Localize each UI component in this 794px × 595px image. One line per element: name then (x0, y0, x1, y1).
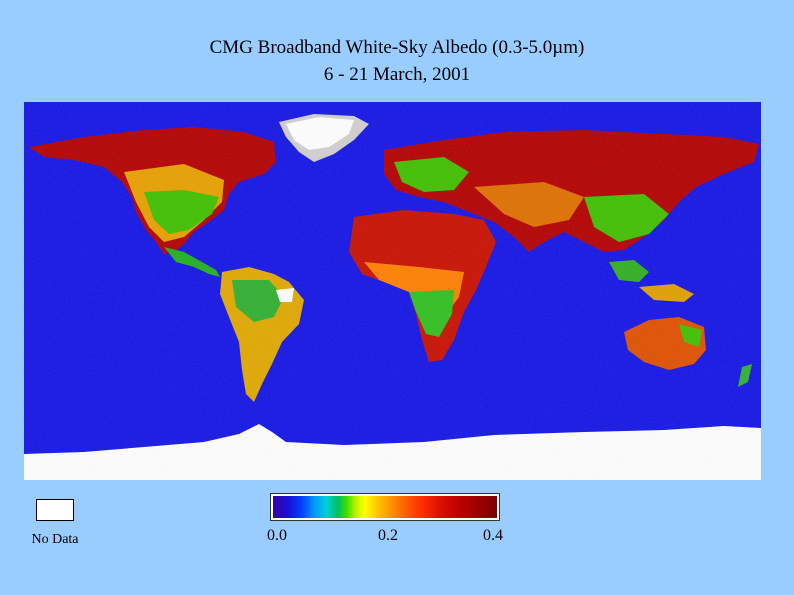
no-data-swatch (36, 499, 74, 521)
colorbar-tick-1: 0.2 (378, 527, 398, 544)
world-albedo-map (24, 102, 761, 480)
albedo-colorbar (270, 493, 500, 521)
colorbar-tick-0: 0.0 (267, 527, 287, 544)
colorbar-tick-2: 0.4 (483, 527, 503, 544)
map-date-range: 6 - 21 March, 2001 (323, 64, 471, 85)
no-data-label: No Data (31, 532, 79, 547)
map-title: CMG Broadband White-Sky Albedo (0.3-5.0µ… (209, 37, 585, 58)
